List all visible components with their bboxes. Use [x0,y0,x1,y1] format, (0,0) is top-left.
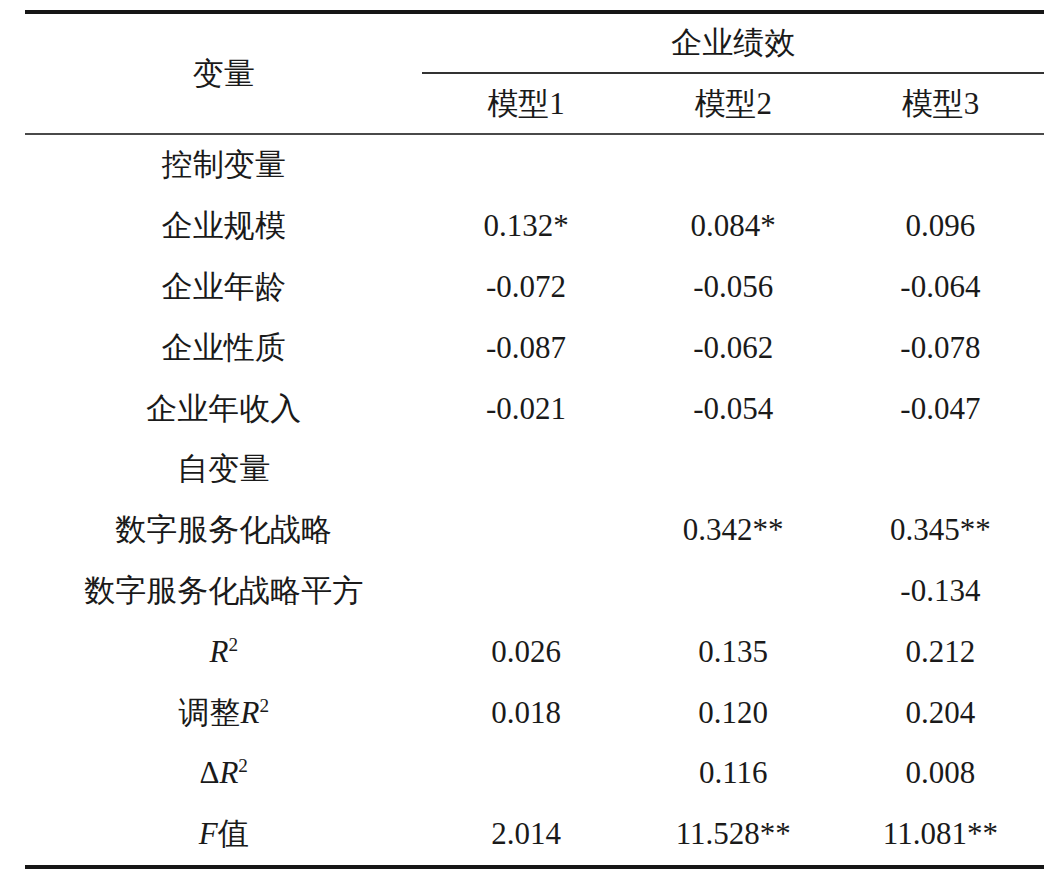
header-row-group: 变量 企业绩效 [25,12,1044,73]
cell-model2: 11.528** [630,804,837,867]
table-row-firm-size: 企业规模 0.132* 0.084* 0.096 [25,196,1044,257]
cell-model2: -0.056 [630,257,837,318]
label-text: 数字服务化战略 [115,512,332,547]
cell-model1: 2.014 [422,804,629,867]
header-variable: 变量 [25,12,422,134]
cell-model3: 0.212 [837,621,1044,682]
label-text: 自变量 [177,451,270,486]
table-row-independent-vars: 自变量 [25,439,1044,500]
cell-model3 [837,134,1044,196]
cell-model1 [422,500,629,561]
cell-model1 [422,743,629,804]
row-label: 控制变量 [25,134,422,196]
cell-model2 [630,134,837,196]
row-label: 企业年收入 [25,378,422,439]
regression-table-container: 变量 企业绩效 模型1 模型2 模型3 控制变量 企业规模 0.132* 0.0… [25,10,1044,869]
label-math: R [219,755,238,790]
cell-model2: 0.116 [630,743,837,804]
table-row-firm-age: 企业年龄 -0.072 -0.056 -0.064 [25,257,1044,318]
row-label: 企业规模 [25,196,422,257]
label-text: 数字服务化战略平方 [84,573,363,608]
cell-model3: -0.064 [837,257,1044,318]
label-math: R [209,634,228,669]
row-label: F值 [25,804,422,867]
label-sup: 2 [228,633,238,654]
table-row-digital-servitization: 数字服务化战略 0.342** 0.345** [25,500,1044,561]
table-body: 控制变量 企业规模 0.132* 0.084* 0.096 企业年龄 -0.07… [25,134,1044,867]
table-header: 变量 企业绩效 模型1 模型2 模型3 [25,12,1044,134]
label-text: 企业年龄 [162,269,286,304]
cell-model2 [630,439,837,500]
label-math: F [199,816,218,851]
cell-model2: -0.054 [630,378,837,439]
row-label: 数字服务化战略 [25,500,422,561]
label-text: 调整 [178,695,240,730]
label-math: R [240,695,259,730]
label-sup: 2 [238,755,248,776]
table-row-firm-nature: 企业性质 -0.087 -0.062 -0.078 [25,317,1044,378]
cell-model1: -0.072 [422,257,629,318]
cell-model3: 11.081** [837,804,1044,867]
row-label: 企业性质 [25,317,422,378]
header-model-2: 模型2 [630,73,837,134]
label-text: 企业规模 [162,208,286,243]
header-group-performance: 企业绩效 [422,12,1044,73]
cell-model1: -0.087 [422,317,629,378]
table-row-r-squared: R2 0.026 0.135 0.212 [25,621,1044,682]
table-row-delta-r-squared: ΔR2 0.116 0.008 [25,743,1044,804]
cell-model3: -0.047 [837,378,1044,439]
cell-model1: 0.026 [422,621,629,682]
table-row-digital-servitization-squared: 数字服务化战略平方 -0.134 [25,561,1044,622]
cell-model3: 0.204 [837,682,1044,743]
cell-model1 [422,134,629,196]
cell-model3 [837,439,1044,500]
cell-model3: -0.134 [837,561,1044,622]
cell-model3: -0.078 [837,317,1044,378]
row-label: 数字服务化战略平方 [25,561,422,622]
cell-model2: -0.062 [630,317,837,378]
cell-model1: 0.132* [422,196,629,257]
row-label: 企业年龄 [25,257,422,318]
cell-model1 [422,561,629,622]
cell-model2: 0.084* [630,196,837,257]
table-row-f-value: F值 2.014 11.528** 11.081** [25,804,1044,867]
row-label: R2 [25,621,422,682]
cell-model3: 0.008 [837,743,1044,804]
cell-model2 [630,561,837,622]
cell-model1: 0.018 [422,682,629,743]
label-text: 企业性质 [162,330,286,365]
cell-model3: 0.345** [837,500,1044,561]
label-text: Δ [199,755,219,790]
header-model-1: 模型1 [422,73,629,134]
regression-table: 变量 企业绩效 模型1 模型2 模型3 控制变量 企业规模 0.132* 0.0… [25,10,1044,869]
cell-model3: 0.096 [837,196,1044,257]
header-model-3: 模型3 [837,73,1044,134]
label-text: 控制变量 [162,147,286,182]
label-sup: 2 [259,694,269,715]
table-row-adjusted-r-squared: 调整R2 0.018 0.120 0.204 [25,682,1044,743]
label-suffix: 值 [218,816,249,851]
cell-model1 [422,439,629,500]
label-text: 企业年收入 [146,391,301,426]
table-row-firm-revenue: 企业年收入 -0.021 -0.054 -0.047 [25,378,1044,439]
table-row-control-vars: 控制变量 [25,134,1044,196]
cell-model2: 0.342** [630,500,837,561]
row-label: 调整R2 [25,682,422,743]
cell-model2: 0.120 [630,682,837,743]
row-label: ΔR2 [25,743,422,804]
row-label: 自变量 [25,439,422,500]
page: { "page": { "background": "#ffffff", "te… [0,0,1057,870]
cell-model1: -0.021 [422,378,629,439]
cell-model2: 0.135 [630,621,837,682]
